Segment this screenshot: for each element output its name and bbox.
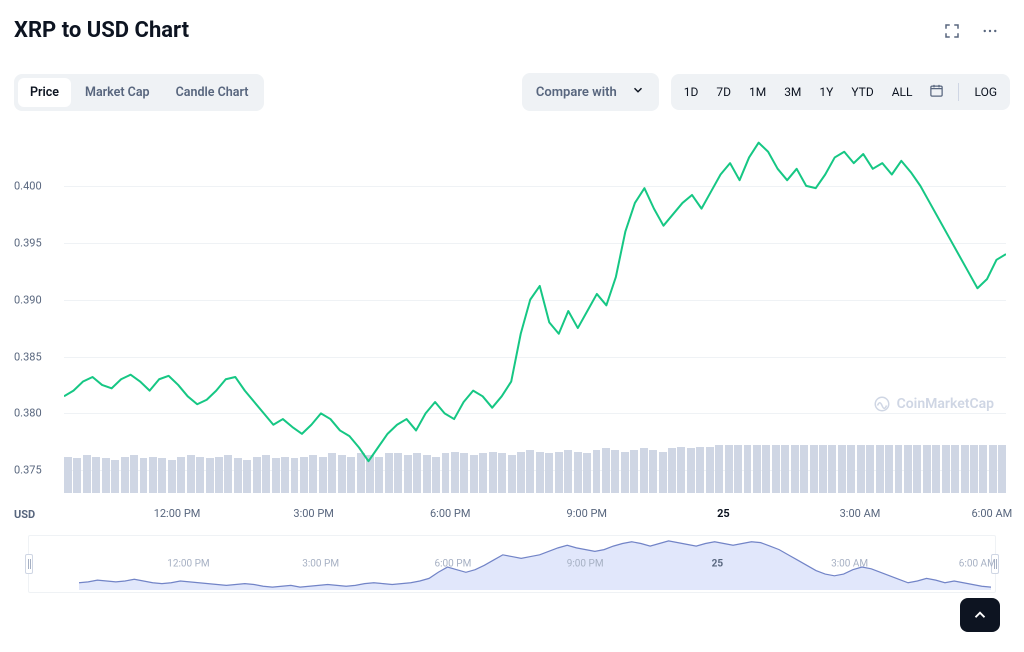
nav-x-tick: 3:00 AM: [831, 559, 868, 570]
y-tick-label: 0.395: [14, 236, 42, 249]
x-tick-label: 9:00 PM: [567, 507, 607, 520]
log-toggle[interactable]: LOG: [965, 78, 1006, 106]
chart-type-tab-candle-chart[interactable]: Candle Chart: [164, 78, 261, 107]
header-actions: [942, 21, 1000, 41]
x-axis: 12:00 PM3:00 PM6:00 PM9:00 PM253:00 AM6:…: [64, 497, 1006, 529]
chevron-down-icon: [631, 83, 645, 101]
navigator-chart[interactable]: 12:00 PM 3:00 PM 6:00 PM 9:00 PM 25 3:00 AM 6:…: [28, 535, 996, 593]
compare-label: Compare with: [536, 85, 617, 100]
range-tab-ytd[interactable]: YTD: [842, 78, 882, 106]
nav-handle-left[interactable]: [25, 554, 33, 574]
y-tick-label: 0.400: [14, 179, 42, 192]
page-title: XRP to USD Chart: [14, 18, 189, 43]
calendar-button[interactable]: [921, 78, 952, 106]
plot-area: CoinMarketCap: [64, 129, 1006, 493]
chart-type-tabs: PriceMarket CapCandle Chart: [14, 74, 264, 111]
nav-x-tick: 6:00 PM: [435, 559, 472, 570]
currency-label: USD: [14, 508, 35, 521]
nav-x-tick: 9:00 PM: [567, 559, 604, 570]
scroll-top-button[interactable]: [960, 598, 1000, 632]
nav-x-tick: 25: [712, 559, 723, 570]
calendar-icon: [929, 83, 944, 98]
range-tab-7d[interactable]: 7D: [707, 78, 740, 106]
nav-x-tick: 12:00 PM: [167, 559, 209, 570]
x-tick-label: 6:00 PM: [430, 507, 470, 520]
price-line-svg: [64, 129, 1006, 493]
chart-type-tab-market-cap[interactable]: Market Cap: [73, 78, 162, 107]
more-icon[interactable]: [980, 21, 1000, 41]
y-tick-label: 0.385: [14, 350, 42, 363]
range-tab-3m[interactable]: 3M: [775, 78, 810, 106]
nav-plot: 12:00 PM3:00 PM6:00 PM9:00 PM253:00 AM6:…: [79, 538, 991, 590]
range-tab-1y[interactable]: 1Y: [810, 78, 842, 106]
y-tick-label: 0.390: [14, 293, 42, 306]
header: XRP to USD Chart: [0, 0, 1024, 43]
y-tick-label: 0.380: [14, 407, 42, 420]
divider: [958, 83, 959, 101]
x-tick-label: 3:00 AM: [840, 507, 881, 520]
nav-x-tick: 6:00 AM: [959, 559, 996, 570]
x-tick-label: 6:00 AM: [972, 507, 1013, 520]
nav-x-tick: 3:00 PM: [302, 559, 339, 570]
chart-container: 0.375 0.380 0.385 0.390 0.395 0.400 USD CoinM…: [14, 129, 1010, 593]
range-tab-all[interactable]: ALL: [883, 78, 922, 106]
x-tick-label: 3:00 PM: [293, 507, 333, 520]
fullscreen-icon[interactable]: [942, 21, 962, 41]
compare-button[interactable]: Compare with: [522, 73, 659, 111]
chevron-up-icon: [971, 606, 989, 624]
range-tab-1m[interactable]: 1M: [740, 78, 775, 106]
price-chart[interactable]: 0.375 0.380 0.385 0.390 0.395 0.400 USD CoinM…: [14, 129, 1010, 529]
controls-row: PriceMarket CapCandle Chart Compare with…: [0, 43, 1024, 111]
range-tab-1d[interactable]: 1D: [675, 78, 708, 106]
range-tabs: 1D7D1M3M1YYTDALL LOG: [671, 74, 1010, 110]
x-tick-label: 25: [717, 507, 730, 520]
chart-type-tab-price[interactable]: Price: [18, 78, 71, 107]
y-axis: 0.375 0.380 0.385 0.390 0.395 0.400: [14, 129, 60, 493]
x-tick-label: 12:00 PM: [154, 507, 201, 520]
y-tick-label: 0.375: [14, 464, 42, 477]
